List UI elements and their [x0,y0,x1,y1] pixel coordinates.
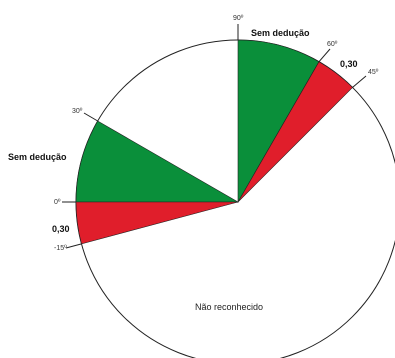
tick-minus15 [65,243,82,249]
label-030-left: 0,30 [52,224,70,234]
angle-label-60: 60º [327,41,338,48]
tick-60 [318,48,331,63]
tick-45 [352,75,367,88]
angle-label-30: 30º [72,108,83,115]
angle-label-minus15: -15º [54,245,67,252]
angle-label-0: 0º [54,199,61,206]
label-unrecognized: Não reconhecido [195,302,263,312]
label-no-deduction-left: Sem dedução [8,152,67,162]
label-no-deduction-upper: Sem dedução [251,28,310,38]
angle-label-90: 90º [233,15,244,22]
angle-label-45: 45º [368,69,379,76]
tick-30 [83,112,98,122]
label-030-upper: 0,30 [340,59,358,69]
